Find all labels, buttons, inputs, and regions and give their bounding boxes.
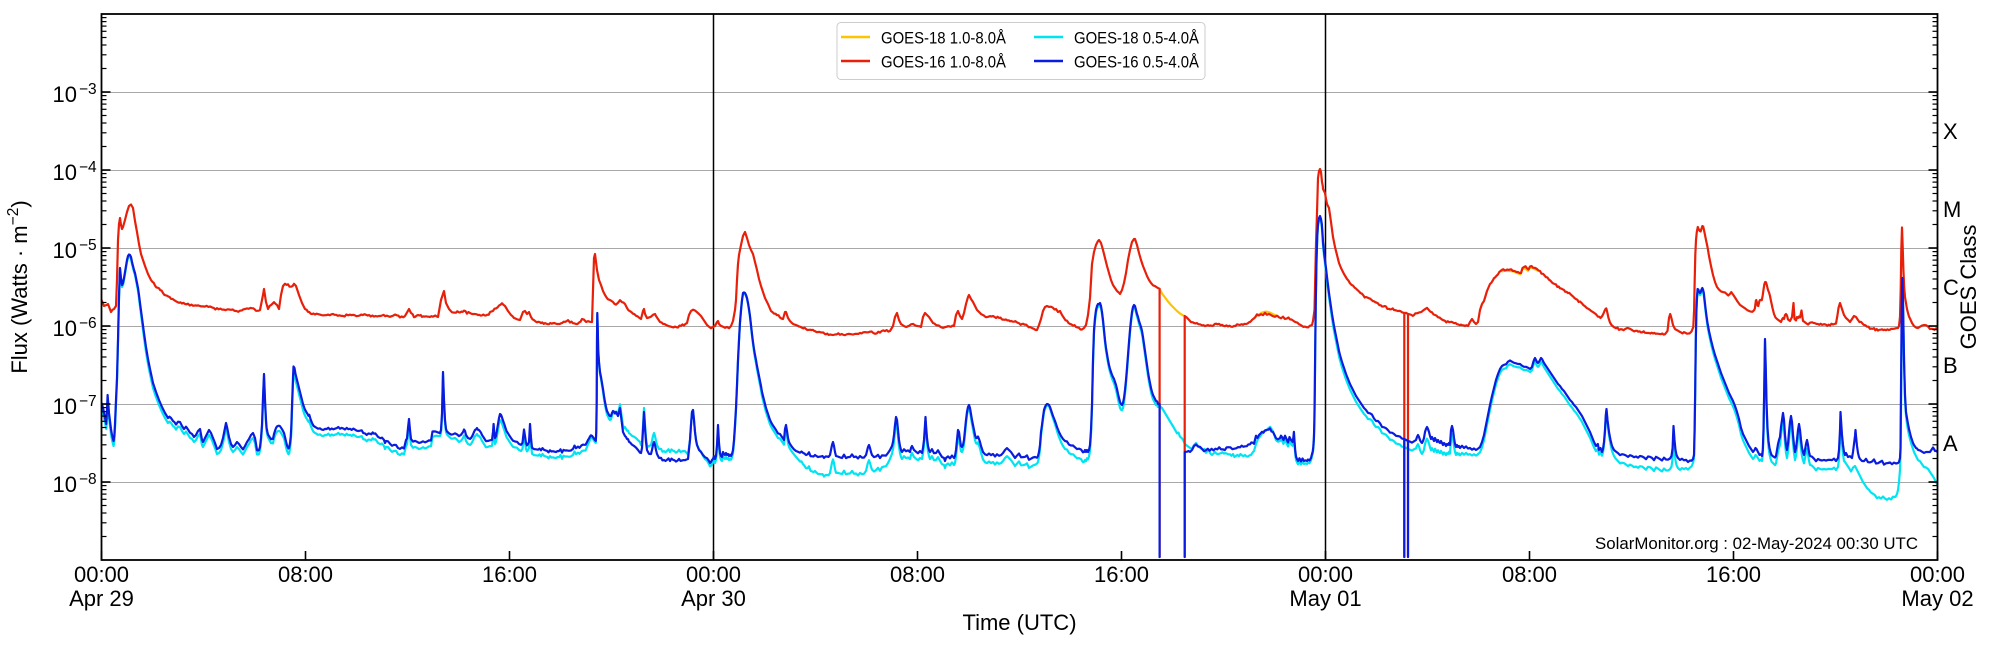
svg-text:May 01: May 01: [1289, 586, 1361, 611]
svg-text:X: X: [1943, 119, 1958, 144]
svg-text:08:00: 08:00: [890, 562, 945, 587]
svg-text:16:00: 16:00: [1706, 562, 1761, 587]
svg-text:10: 10: [53, 82, 77, 107]
svg-text:GOES-16 0.5-4.0Å: GOES-16 0.5-4.0Å: [1074, 53, 1200, 72]
svg-text:08:00: 08:00: [1502, 562, 1557, 587]
svg-text:Apr 30: Apr 30: [681, 586, 746, 611]
svg-text:−7: −7: [79, 393, 97, 410]
svg-text:−3: −3: [79, 81, 97, 98]
svg-text:−4: −4: [79, 159, 97, 176]
svg-text:00:00: 00:00: [1910, 562, 1965, 587]
svg-text:−8: −8: [79, 471, 97, 488]
svg-text:Flux (Watts · m−2): Flux (Watts · m−2): [5, 200, 32, 373]
svg-text:GOES Class: GOES Class: [1956, 225, 1981, 350]
svg-text:GOES-16 1.0-8.0Å: GOES-16 1.0-8.0Å: [881, 53, 1007, 72]
svg-text:10: 10: [53, 160, 77, 185]
svg-text:GOES-18 1.0-8.0Å: GOES-18 1.0-8.0Å: [881, 29, 1007, 48]
svg-text:10: 10: [53, 316, 77, 341]
svg-text:10: 10: [53, 472, 77, 497]
svg-text:C: C: [1943, 275, 1959, 300]
svg-text:Apr 29: Apr 29: [69, 586, 134, 611]
svg-text:16:00: 16:00: [482, 562, 537, 587]
svg-text:−6: −6: [79, 315, 97, 332]
svg-text:May 02: May 02: [1901, 586, 1973, 611]
svg-text:−5: −5: [79, 237, 97, 254]
svg-text:10: 10: [53, 394, 77, 419]
svg-text:B: B: [1943, 353, 1958, 378]
svg-text:A: A: [1943, 431, 1958, 456]
svg-text:00:00: 00:00: [686, 562, 741, 587]
svg-text:00:00: 00:00: [74, 562, 129, 587]
svg-text:08:00: 08:00: [278, 562, 333, 587]
svg-text:GOES-18 0.5-4.0Å: GOES-18 0.5-4.0Å: [1074, 29, 1200, 48]
svg-text:16:00: 16:00: [1094, 562, 1149, 587]
svg-text:00:00: 00:00: [1298, 562, 1353, 587]
svg-text:M: M: [1943, 197, 1961, 222]
svg-text:10: 10: [53, 238, 77, 263]
svg-text:Time (UTC): Time (UTC): [962, 610, 1076, 635]
svg-text:SolarMonitor.org : 02-May-2024: SolarMonitor.org : 02-May-2024 00:30 UTC: [1595, 534, 1918, 553]
